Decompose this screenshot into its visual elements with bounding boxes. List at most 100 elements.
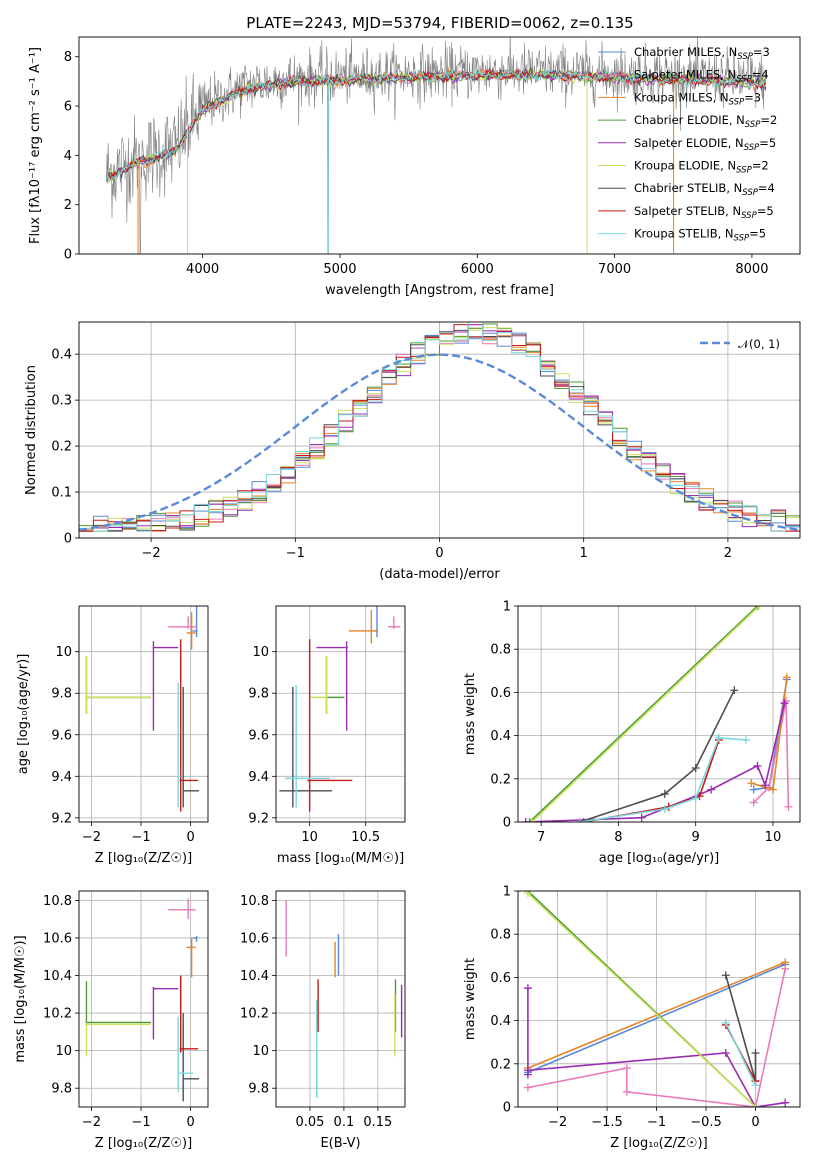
x-tick-label: 6000: [461, 262, 494, 277]
massweight-point-marker: [527, 818, 536, 822]
errorbar-point: [179, 639, 199, 812]
errorbar-point: [85, 981, 151, 1025]
x-tick-label: 4000: [186, 262, 219, 277]
massweight-point-marker: [751, 1049, 760, 1057]
x-tick-label: −2: [142, 546, 161, 561]
legend-label-subscript: SSP: [744, 143, 760, 153]
y-tick-label: 9.2: [51, 811, 72, 826]
x-tick-label: 9: [692, 830, 700, 845]
x-tick-label: −2: [82, 830, 101, 845]
massweight-point-marker: [622, 1087, 631, 1096]
massweight-point-marker: [747, 779, 756, 788]
x-axis-label: age [log₁₀(age/yr)]: [599, 851, 720, 866]
y-tick-label: 0.8: [490, 643, 511, 658]
massweight-point-marker: [780, 699, 789, 708]
massweight-point-marker: [523, 1066, 532, 1075]
errorbar-point: [177, 682, 181, 808]
massweight-point-marker: [753, 761, 762, 770]
errorbar-point: [179, 975, 199, 1053]
massweight-point-marker: [622, 1064, 631, 1073]
figure-title: PLATE=2243, MJD=53794, FIBERID=0062, z=0…: [246, 14, 633, 32]
massweight-point-marker: [714, 733, 723, 742]
normal-reference-curve: [79, 353, 800, 532]
y-tick-label: 9.4: [51, 770, 72, 785]
axes-frame: [78, 36, 801, 255]
x-tick-label: 0: [435, 546, 443, 561]
y-axis-label: Flux [fλ10⁻¹⁷ erg cm⁻² s⁻¹ A⁻¹]: [28, 47, 43, 244]
massweight-point-marker: [721, 971, 730, 980]
massweight-series-line: [529, 606, 759, 822]
y-tick-label: 9.8: [248, 1082, 269, 1097]
massweight-series-line: [527, 988, 786, 1107]
y-tick-label: 10: [252, 645, 269, 660]
y-tick-label: 10.8: [43, 894, 72, 909]
legend-label-subscript: SSP: [729, 97, 745, 107]
massweight-point-marker: [753, 606, 762, 610]
axes-frame: [78, 605, 209, 823]
residual-histogram: [79, 322, 800, 538]
errorbar-point: [348, 610, 377, 644]
legend-label-main: Kroupa STELIB, N: [634, 227, 734, 241]
massweight-point-marker: [691, 764, 700, 772]
legend-entry-label: 𝒩(0, 1): [738, 337, 780, 351]
axes-frame: [275, 605, 406, 823]
legend-entry-label: Kroupa STELIB, NSSP=5: [634, 227, 766, 244]
panel-age_vs_mass: 10 10.5 9.2 9.4 9.6 9.8 10 mass [log₁₀(M/M☉)]: [248, 605, 406, 866]
legend-label-main: Chabrier MILES, N: [634, 45, 737, 59]
errorbar-point: [316, 641, 348, 731]
legend-label-subscript: SSP: [734, 234, 750, 244]
legend-label-main: Kroupa MILES, N: [634, 90, 729, 104]
massweight-point-marker: [768, 785, 777, 794]
massweight-point-marker: [755, 606, 764, 610]
y-tick-label: 10: [55, 1044, 72, 1059]
plot-area: [85, 898, 200, 1102]
plot-area: [279, 606, 401, 812]
massweight-series-line: [531, 606, 760, 822]
legend-label-main: Kroupa ELODIE, N: [634, 159, 736, 173]
x-axis-label: Z [log₁₀(Z/Z☉)]: [610, 1136, 707, 1151]
x-tick-label: −1.5: [591, 1115, 623, 1130]
legend-label-subscript: SSP: [736, 166, 752, 176]
y-tick-label: 10.4: [43, 969, 72, 984]
x-axis-label: (data-model)/error: [379, 567, 500, 582]
massweight-point-marker: [784, 802, 793, 811]
panel-massweight_vs_age: 7 8 9 10 0 0.2 0.4 0.6 0.8 1 age [log₁₀(age/yr)] ma…: [463, 600, 801, 866]
legend-label-tail: =3: [753, 45, 770, 59]
x-tick-label: 0.15: [363, 1115, 392, 1130]
x-tick-label: −2: [548, 1115, 567, 1130]
errorbar-point: [186, 937, 196, 978]
errorbar-point: [152, 986, 179, 1040]
y-tick-label: 0: [503, 816, 511, 831]
massweight-point-marker: [707, 785, 716, 794]
y-tick-label: 0.4: [490, 729, 511, 744]
y-tick-label: 9.6: [248, 728, 269, 743]
x-tick-label: 7000: [598, 262, 631, 277]
y-tick-label: 0.4: [490, 1014, 511, 1029]
massweight-series-line: [579, 689, 736, 822]
y-tick-label: 0.3: [51, 394, 72, 409]
x-tick-label: 0.1: [334, 1115, 355, 1130]
plot-area: [106, 37, 767, 254]
y-tick-label: 2: [64, 198, 72, 213]
massweight-point-marker: [521, 818, 530, 822]
legend-entry-label: Salpeter STELIB, NSSP=5: [634, 204, 774, 221]
massweight-point-marker: [741, 735, 750, 744]
massweight-point-marker: [660, 805, 669, 814]
y-tick-label: 9.4: [248, 770, 269, 785]
y-axis-label: Normed distribution: [24, 365, 39, 495]
massweight-point-marker: [749, 785, 758, 794]
y-tick-label: 9.2: [248, 811, 269, 826]
massweight-point-marker: [579, 818, 588, 822]
legend-entry-label: Chabrier MILES, NSSP=3: [634, 45, 770, 62]
massweight-point-marker: [525, 818, 534, 822]
errorbar-point: [186, 612, 196, 650]
panel-spectrum: 4000 5000 6000 7000 8000 0 2 4 6 8 wavelength [Ang…: [28, 36, 801, 298]
massweight-point-marker: [782, 673, 791, 682]
plot-area: [521, 606, 793, 822]
y-axis-label: mass weight: [463, 958, 478, 1040]
errorbar-point: [85, 655, 151, 714]
massweight-series-line: [527, 961, 786, 1069]
y-tick-label: 9.8: [51, 687, 72, 702]
